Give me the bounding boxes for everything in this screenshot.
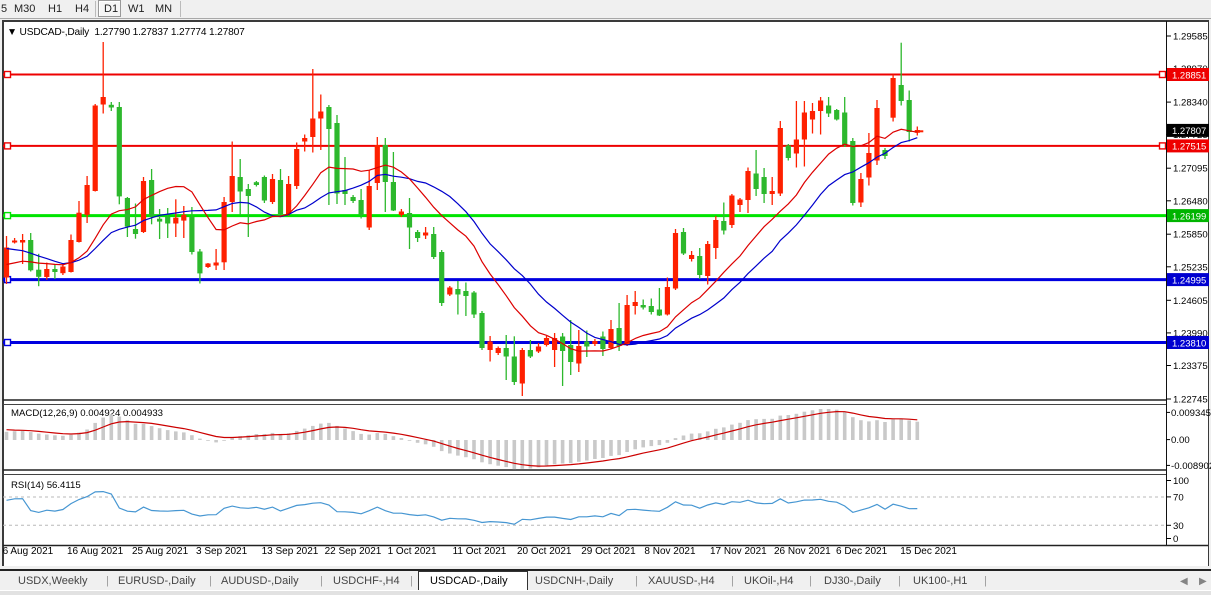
svg-text:22 Sep 2021: 22 Sep 2021 [325,546,382,557]
svg-text:1.26480: 1.26480 [1173,196,1208,207]
svg-text:20 Oct 2021: 20 Oct 2021 [517,546,572,557]
svg-text:1.25235: 1.25235 [1173,262,1208,273]
svg-text:6 Aug 2021: 6 Aug 2021 [3,546,54,557]
svg-text:1.23810: 1.23810 [1172,338,1206,349]
svg-text:8 Nov 2021: 8 Nov 2021 [644,546,696,557]
svg-text:100: 100 [1173,476,1189,487]
svg-text:1.24605: 1.24605 [1173,296,1208,307]
svg-text:0: 0 [1173,534,1178,545]
svg-text:1.27807: 1.27807 [1172,126,1206,137]
svg-text:1.26199: 1.26199 [1172,211,1206,222]
svg-text:0.00: 0.00 [1171,435,1190,446]
svg-text:17 Nov 2021: 17 Nov 2021 [710,546,767,557]
svg-text:1.23990: 1.23990 [1173,328,1208,339]
svg-text:-0.008902: -0.008902 [1171,461,1211,472]
svg-text:1.24995: 1.24995 [1172,275,1206,286]
svg-text:1 Oct 2021: 1 Oct 2021 [388,546,437,557]
svg-text:11 Oct 2021: 11 Oct 2021 [453,546,507,557]
svg-text:1.22745: 1.22745 [1173,395,1208,406]
svg-text:13 Sep 2021: 13 Sep 2021 [262,546,319,557]
svg-text:16 Aug 2021: 16 Aug 2021 [67,546,124,557]
svg-text:25 Aug 2021: 25 Aug 2021 [132,546,189,557]
svg-text:1.25850: 1.25850 [1173,230,1208,241]
svg-text:30: 30 [1173,521,1184,532]
svg-text:0.009345: 0.009345 [1171,408,1211,419]
svg-text:6 Dec 2021: 6 Dec 2021 [836,546,888,557]
svg-text:1.27515: 1.27515 [1172,142,1206,153]
svg-text:1.28340: 1.28340 [1173,98,1208,109]
svg-text:1.28851: 1.28851 [1172,70,1206,81]
svg-text:70: 70 [1173,492,1184,503]
svg-text:26 Nov 2021: 26 Nov 2021 [774,546,831,557]
svg-text:1.27095: 1.27095 [1173,164,1208,175]
svg-text:1.29585: 1.29585 [1173,32,1208,43]
svg-text:1.23375: 1.23375 [1173,361,1208,372]
svg-text:15 Dec 2021: 15 Dec 2021 [900,546,957,557]
svg-text:29 Oct 2021: 29 Oct 2021 [581,546,636,557]
svg-text:3 Sep 2021: 3 Sep 2021 [196,546,248,557]
